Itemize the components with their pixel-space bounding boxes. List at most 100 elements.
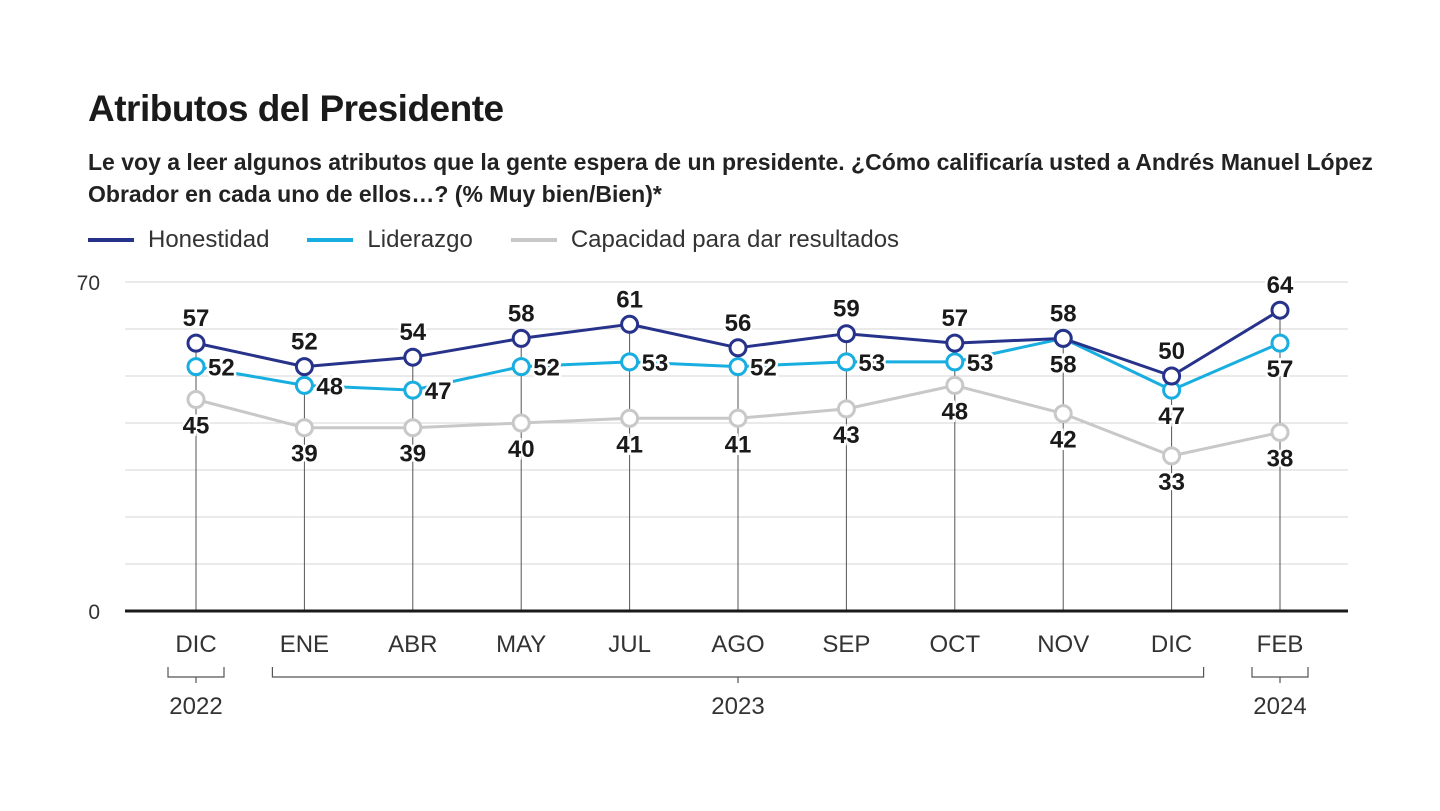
- data-label-halo: 57: [183, 305, 210, 332]
- data-label-halo: 43: [833, 422, 860, 449]
- data-point: [294, 357, 314, 377]
- data-point: [728, 357, 748, 377]
- data-label-halo: 45: [183, 413, 210, 440]
- data-label: 41: [725, 431, 752, 458]
- x-tick-label: JUL: [608, 631, 651, 658]
- x-tick-label: SEP: [822, 631, 870, 658]
- data-point: [620, 314, 640, 334]
- data-label: 53: [858, 350, 885, 377]
- data-label-halo: 54: [399, 319, 426, 346]
- data-label-halo: 57: [941, 305, 968, 332]
- data-point: [186, 357, 206, 377]
- data-label: 53: [642, 350, 669, 377]
- chart-legend: Honestidad Liderazgo Capacidad para dar …: [88, 226, 937, 254]
- data-point: [186, 390, 206, 409]
- data-point: [403, 347, 423, 367]
- data-point: [620, 352, 640, 372]
- data-point: [728, 338, 748, 358]
- data-label-halo: 39: [399, 441, 426, 468]
- x-tick-label: DIC: [1151, 631, 1192, 658]
- data-label-halo: 56: [725, 310, 752, 337]
- data-label: 40: [508, 436, 535, 463]
- data-label-halo: 52: [750, 355, 777, 382]
- year-label: 2024: [1253, 693, 1306, 720]
- data-label-halo: 41: [725, 431, 752, 458]
- data-label-halo: 47: [425, 378, 452, 405]
- legend-item-honestidad: Honestidad: [88, 226, 269, 254]
- data-label: 42: [1050, 427, 1077, 454]
- legend-item-capacidad: Capacidad para dar resultados: [510, 226, 900, 254]
- x-tick-label: NOV: [1037, 631, 1089, 658]
- x-tick-label: AGO: [711, 631, 764, 658]
- y-tick-label: 70: [77, 272, 100, 295]
- data-point: [945, 352, 965, 372]
- data-label-halo: 53: [642, 350, 669, 377]
- data-label: 52: [750, 355, 777, 382]
- data-label-halo: 58: [508, 300, 535, 327]
- data-point: [620, 408, 640, 428]
- data-point: [1270, 300, 1290, 320]
- data-label: 57: [941, 305, 968, 332]
- data-point: [1053, 404, 1073, 424]
- data-label: 43: [833, 422, 860, 449]
- data-label: 39: [399, 441, 426, 468]
- legend-swatch-liderazgo: [307, 238, 354, 242]
- data-point: [294, 418, 314, 438]
- data-label: 58: [508, 300, 535, 327]
- data-label: 52: [291, 329, 318, 356]
- x-tick-label: OCT: [929, 631, 980, 658]
- data-label-halo: 52: [291, 329, 318, 356]
- data-label: 56: [725, 310, 752, 337]
- data-label: 57: [1267, 356, 1294, 383]
- data-label-halo: 52: [533, 355, 560, 382]
- legend-item-liderazgo: Liderazgo: [307, 226, 473, 254]
- data-label: 52: [533, 355, 560, 382]
- year-bracket: [1251, 667, 1309, 678]
- data-label-halo: 50: [1158, 338, 1185, 365]
- data-point: [1162, 446, 1182, 466]
- data-label-halo: 52: [208, 355, 235, 382]
- data-label-halo: 57: [1267, 356, 1294, 383]
- data-point: [945, 375, 965, 395]
- data-point: [403, 418, 423, 438]
- data-point: [836, 324, 856, 344]
- data-label-halo: 33: [1158, 469, 1185, 496]
- data-point: [511, 413, 531, 433]
- data-label-halo: 64: [1267, 272, 1294, 299]
- chart-subtitle: Le voy a leer algunos atributos que la g…: [88, 149, 1373, 207]
- data-label: 39: [291, 441, 318, 468]
- data-label: 47: [425, 378, 452, 405]
- data-label-halo: 48: [941, 398, 968, 425]
- data-label: 48: [316, 373, 343, 400]
- chart-title: Atributos del Presidente: [88, 88, 504, 129]
- data-point: [1162, 366, 1182, 386]
- legend-swatch-capacidad: [510, 238, 557, 242]
- data-point: [1270, 422, 1290, 442]
- legend-label-honestidad: Honestidad: [148, 226, 270, 253]
- data-label-halo: 59: [833, 296, 860, 323]
- data-point: [1053, 328, 1073, 348]
- year-label: 2023: [711, 693, 764, 720]
- data-label: 58: [1050, 300, 1077, 327]
- data-label: 58: [1050, 351, 1077, 378]
- legend-label-capacidad: Capacidad para dar resultados: [570, 226, 900, 253]
- data-label-halo: 61: [616, 286, 643, 313]
- data-point: [836, 399, 856, 419]
- data-label-halo: 48: [316, 373, 343, 400]
- data-label-halo: 53: [967, 350, 994, 377]
- year-bracket: [167, 667, 225, 678]
- data-label-halo: 47: [1158, 403, 1185, 430]
- data-label: 61: [616, 286, 643, 313]
- x-tick-label: MAY: [496, 631, 546, 658]
- x-tick-label: DIC: [175, 631, 216, 658]
- data-label-halo: 38: [1267, 445, 1294, 472]
- data-label: 33: [1158, 469, 1185, 496]
- data-label: 59: [833, 296, 860, 323]
- data-label: 64: [1267, 272, 1294, 299]
- data-label-halo: 40: [508, 436, 535, 463]
- year-label: 2022: [169, 693, 222, 720]
- data-label: 47: [1158, 403, 1185, 430]
- data-point: [836, 352, 856, 372]
- legend-swatch-honestidad: [88, 238, 134, 242]
